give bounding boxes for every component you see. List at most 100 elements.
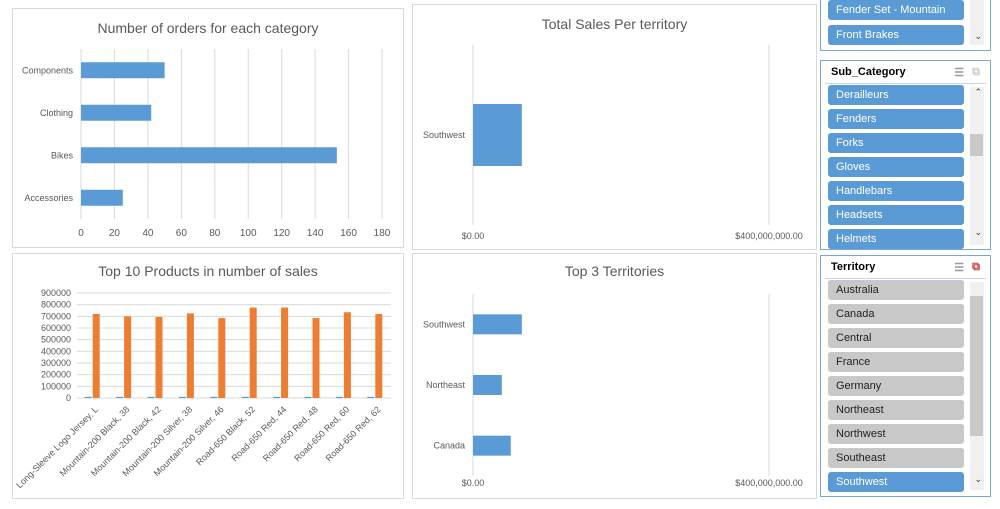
y-tick-label: 600000 [41,323,71,333]
scrollbar[interactable] [970,87,984,245]
chart-orders-by-category[interactable]: Number of orders for each category 0 20 40… [12,8,404,248]
bar [312,318,320,398]
x-tick-label: 160 [340,228,357,239]
slicer-title: Sub_Category [831,66,906,78]
scrollbar[interactable] [970,0,984,45]
y-category-label: Southwest [423,319,466,329]
bar [81,104,152,121]
x-tick-label: 100 [240,228,257,239]
multi-select-icon[interactable]: ☰ [954,66,965,79]
x-category-label: Road-650 Red, 62 [324,404,383,463]
y-tick-label: 0 [66,393,71,403]
slicer-item[interactable]: Derailleurs [828,85,964,105]
multi-select-icon[interactable]: ☰ [954,261,965,274]
y-category-label: Accessories [24,193,73,203]
x-tick-label: 120 [273,228,290,239]
slicer-item[interactable]: Helmets [828,229,964,249]
x-category-label: Road-650 Red, 48 [261,404,320,463]
slicer-item[interactable]: France [828,352,964,372]
bar [81,189,123,206]
scroll-down-icon[interactable]: ⌄ [974,31,982,41]
y-tick-label: 200000 [41,370,71,380]
x-tick-label: 180 [374,228,391,239]
territory-slicer: Territory ☰ ⧉ Australia Canada Central France… [820,255,991,497]
y-category-label: Canada [433,441,465,451]
slicer-item[interactable]: Front Brakes [828,25,964,45]
bar [81,62,165,79]
scrollbar-thumb[interactable] [970,296,983,436]
slicer-item[interactable]: Southwest [828,472,964,492]
slicer-item[interactable]: Canada [828,304,964,324]
bar [473,104,522,166]
bar [84,396,92,398]
slicer-item[interactable]: Northwest [828,424,964,444]
bar [273,396,281,398]
bar [281,307,289,398]
bar [367,396,375,398]
bar [343,312,351,398]
clear-filter-icon[interactable]: ⧉ [972,260,980,273]
bar [304,396,312,398]
slicer-item[interactable]: Germany [828,376,964,396]
slicer-item[interactable]: Headsets [828,205,964,225]
x-tick-label: 20 [109,228,121,239]
x-tick-label: $400,000,000.00 [735,231,803,241]
slicer-item[interactable]: Southeast [828,448,964,468]
chart-top-10-products[interactable]: Top 10 Products in number of sales 0 1000… [12,253,404,499]
bar [473,435,511,456]
y-tick-label: 700000 [41,311,71,321]
y-tick-label: 400000 [41,346,71,356]
y-category-label: Southwest [423,130,466,140]
chart-title: Total Sales Per territory [541,16,688,32]
x-tick-label: $0.00 [462,231,485,241]
bar [473,314,522,335]
bar [92,314,100,398]
sub-category-slicer: Sub_Category ☰ ⧉ Derailleurs Fenders Forks Gl… [820,60,991,250]
x-tick-label: 40 [142,228,154,239]
slicer-item[interactable]: Northeast [828,400,964,420]
bar [473,375,502,395]
slicer-item[interactable]: Forks [828,133,964,153]
y-tick-label: 100000 [41,381,71,391]
bar [178,396,186,398]
chart-top-3-territories[interactable]: Top 3 Territories $0.00 $400,000,000.00 So… [412,253,817,499]
y-tick-label: 900000 [41,288,71,298]
x-category-label: Road-650 Red, 44 [229,404,288,463]
x-category-label: Road-650 Red, 60 [292,404,351,463]
scroll-down-icon[interactable]: ⌄ [974,227,982,237]
x-tick-label: 140 [307,228,324,239]
scroll-down-icon[interactable]: ⌄ [974,474,982,484]
chart-total-sales-territory[interactable]: Total Sales Per territory $0.00 $400,000,… [412,4,817,250]
bar [186,313,194,398]
bar [81,147,337,164]
x-tick-label: 0 [78,228,84,239]
chart-title: Top 3 Territories [564,263,665,279]
bar [155,316,163,398]
y-category-label: Clothing [40,108,73,118]
bar [241,396,249,398]
bar [218,318,226,398]
y-tick-label: 500000 [41,335,71,345]
slicer-title: Territory [831,261,876,273]
y-category-label: Northeast [426,380,466,390]
bar [116,396,124,398]
clear-filter-icon[interactable]: ⧉ [972,65,980,78]
x-tick-label: 80 [209,228,221,239]
product-slicer: Fender Set - Mountain Front Brakes ⌄ [820,0,991,51]
y-category-label: Components [22,65,74,75]
x-tick-label: 60 [176,228,188,239]
bar [249,307,257,398]
slicer-item[interactable]: Gloves [828,157,964,177]
scrollbar-thumb[interactable] [970,134,983,156]
slicer-item[interactable]: Handlebars [828,181,964,201]
slicer-item[interactable]: Fender Set - Mountain [828,0,964,20]
slicer-item[interactable]: Fenders [828,109,964,129]
scroll-up-icon[interactable]: ⌃ [974,87,982,97]
slicer-item[interactable]: Australia [828,280,964,300]
bar [210,396,218,398]
bar [375,314,383,398]
bar [124,316,132,398]
bar [335,396,343,398]
slicer-item[interactable]: Central [828,328,964,348]
x-tick-label: $0.00 [462,478,485,488]
